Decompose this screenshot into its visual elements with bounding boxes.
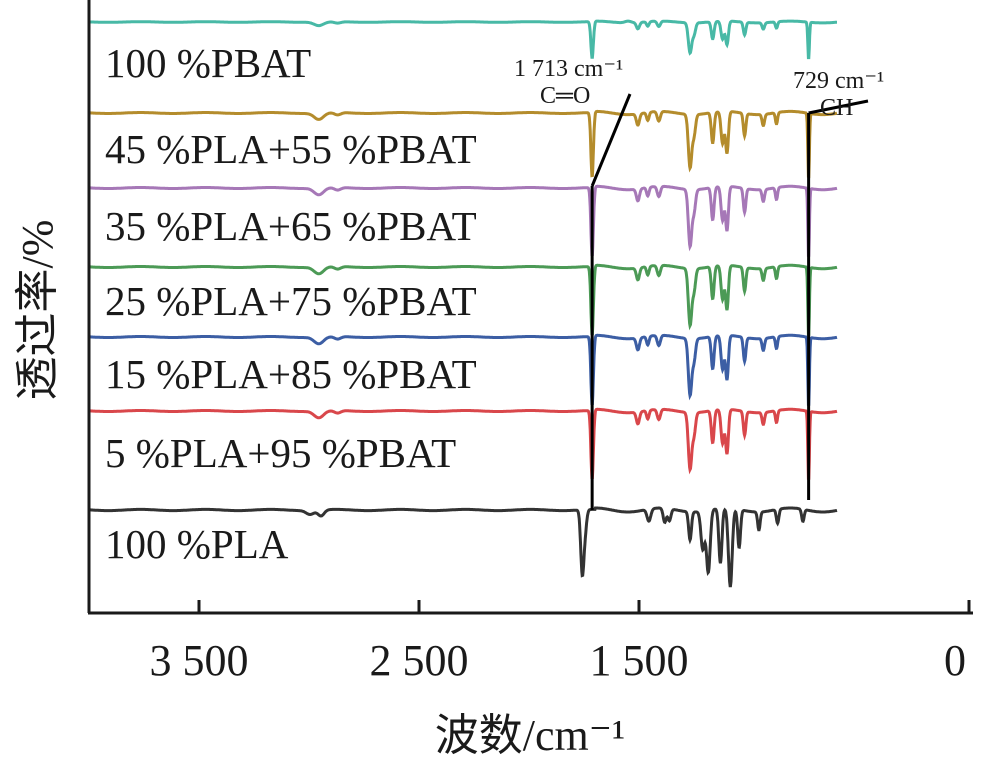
x-tick-label-0: 3 500 [150,636,249,685]
series-label-1: 45 %PLA+55 %PBAT [105,126,477,172]
y-axis-title: 透过率/% [13,220,62,401]
series-label-5: 5 %PLA+95 %PBAT [105,430,456,476]
x-ticks: 3 500 2 500 1 500 0 [150,600,971,685]
series-line-1 [89,109,838,179]
annotation-1713-wavenumber: 1 713 cm⁻¹ [514,56,623,82]
x-axis-title: 波数/cm⁻¹ [435,711,625,760]
x-tick-label-3: 0 [944,636,966,685]
series-line-0 [89,19,837,60]
series-label-6: 100 %PLA [105,521,289,567]
spectra-group [88,19,838,588]
axes [87,0,973,615]
annotation-1713-group: C═O [540,83,590,109]
series-label-2: 35 %PLA+65 %PBAT [105,203,477,249]
series-label-0: 100 %PBAT [105,40,311,86]
series-line-2 [89,184,838,257]
series-label-3: 25 %PLA+75 %PBAT [105,278,477,324]
annotation-729-group: CH [820,95,853,121]
series-label-4: 15 %PLA+85 %PBAT [105,351,477,397]
annotation-729-wavenumber: 729 cm⁻¹ [793,68,884,94]
series-line-6 [88,506,838,588]
x-tick-label-1: 2 500 [370,636,469,685]
series-labels: 100 %PBAT 45 %PLA+55 %PBAT 35 %PLA+65 %PBA… [105,40,477,567]
series-line-5 [89,407,838,480]
peak-marker-lines [590,93,869,510]
leader-line-1713 [590,93,632,187]
leader-line-729 [808,99,869,115]
x-tick-label-2: 1 500 [590,636,689,685]
series-line-4 [89,333,838,406]
series-line-3 [89,263,838,336]
